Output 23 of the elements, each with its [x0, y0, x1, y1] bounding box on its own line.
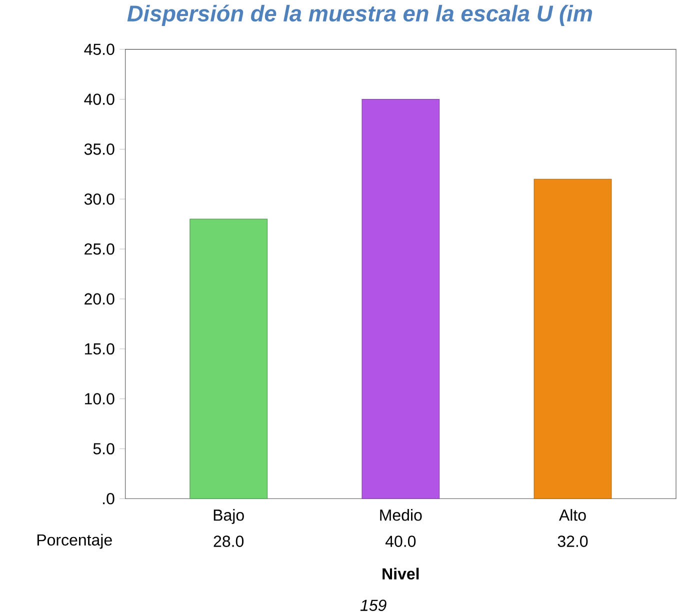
- bar: [190, 218, 268, 499]
- y-tick-label: 40.0: [84, 94, 114, 105]
- bar: [534, 178, 612, 499]
- y-tick-label: 20.0: [84, 293, 114, 305]
- x-axis-title: Nivel: [382, 568, 419, 580]
- bar: [362, 98, 440, 499]
- x-tick-label: Bajo: [214, 509, 244, 524]
- chart-title: Dispersión de la muestra en la escala U (im: [127, 4, 592, 26]
- x-tick-label: Medio: [380, 509, 422, 521]
- data-label: 32.0: [558, 536, 588, 547]
- text: 159: [360, 600, 386, 611]
- data-label: 28.0: [214, 536, 244, 547]
- y-tick-label: 30.0: [84, 193, 114, 205]
- text: Porcentaje: [37, 534, 112, 549]
- x-tick-label: Alto: [558, 509, 586, 521]
- y-tick-label: 25.0: [84, 243, 114, 255]
- y-tick-label: 5.0: [93, 443, 114, 454]
- y-tick-label: 15.0: [85, 343, 114, 355]
- y-tick-label: .0: [103, 492, 114, 504]
- data-label: 40.0: [385, 536, 416, 547]
- y-tick-label: 45.0: [84, 44, 114, 55]
- y-tick-label: 10.0: [85, 393, 114, 404]
- y-tick-label: 35.0: [84, 144, 114, 155]
